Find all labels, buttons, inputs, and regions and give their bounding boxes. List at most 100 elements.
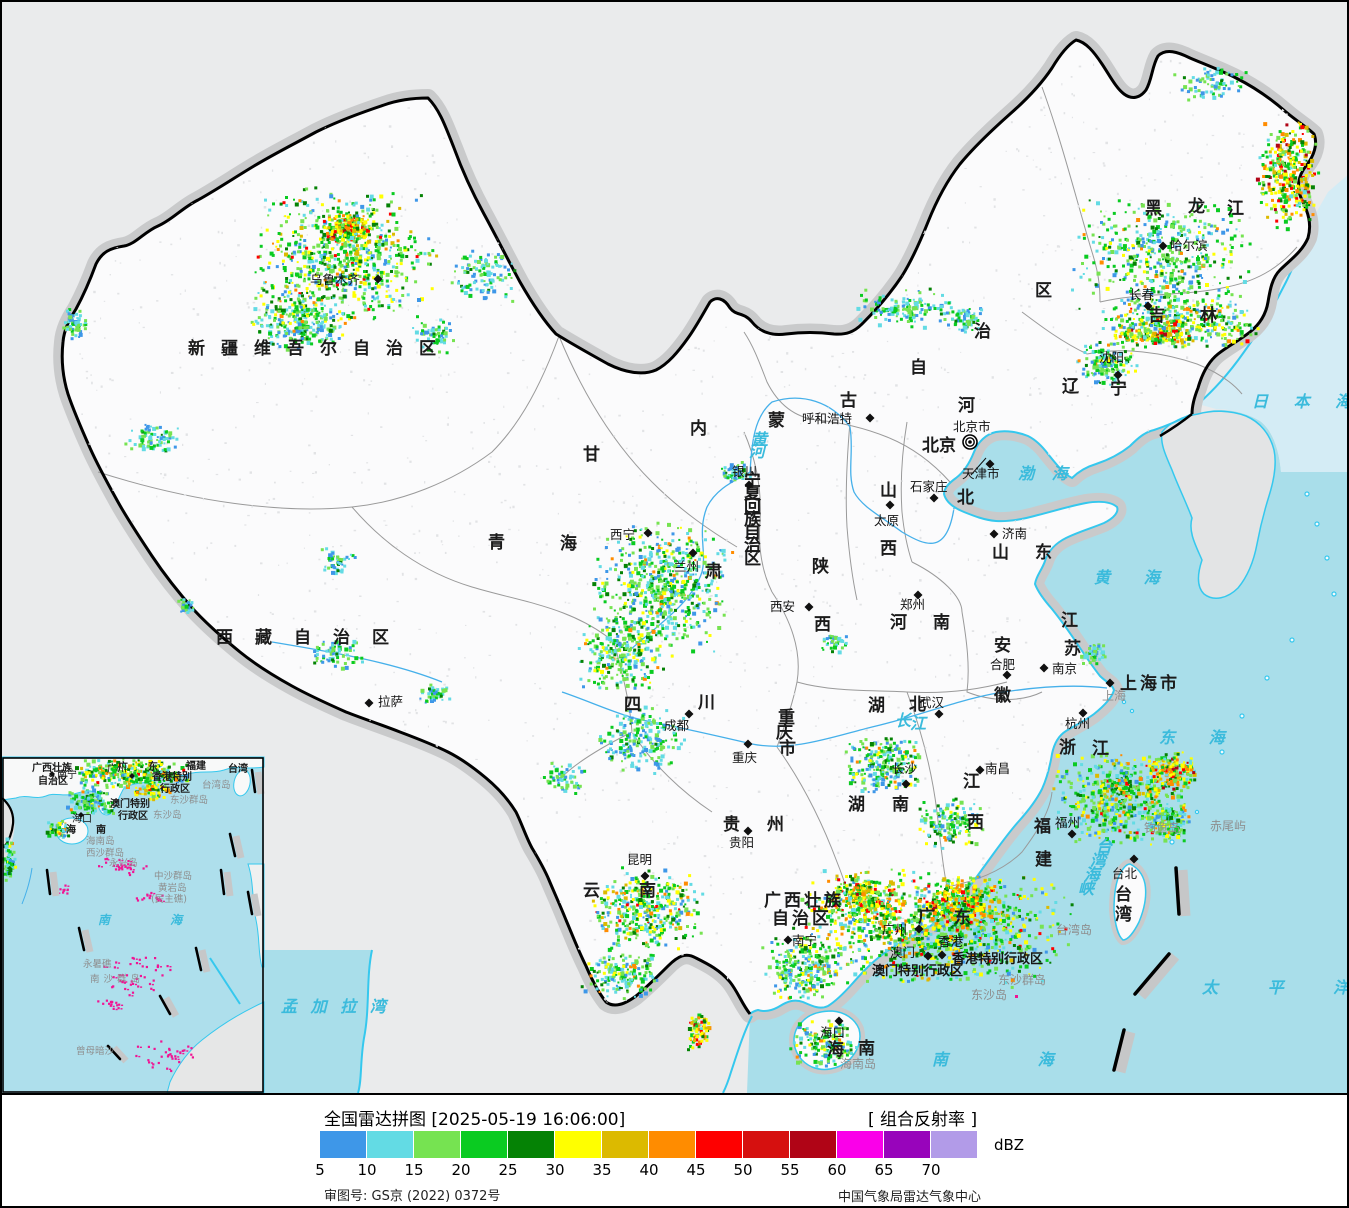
province-label: 甘 bbox=[583, 444, 600, 465]
legend-tick: 30 bbox=[545, 1161, 565, 1179]
province-label: 黑 bbox=[1145, 199, 1162, 219]
city-label: 拉萨 bbox=[378, 694, 403, 709]
legend-color-cell bbox=[367, 1131, 414, 1158]
province-label: 自 bbox=[744, 522, 761, 543]
province-label: 自治区 bbox=[772, 908, 832, 929]
province-label: 藏 bbox=[255, 628, 272, 648]
province-label: 山 bbox=[992, 543, 1009, 563]
island-label: 东沙群岛 bbox=[998, 972, 1046, 987]
province-label: 上海市 bbox=[1120, 673, 1180, 694]
province-label: 东 bbox=[1035, 542, 1052, 563]
city-label: 天津市 bbox=[962, 466, 1000, 481]
inset-city-label: 海口 bbox=[72, 812, 92, 825]
city-label: 太原 bbox=[874, 513, 899, 528]
province-label: 州 bbox=[766, 815, 784, 835]
province-label: 徽 bbox=[993, 685, 1012, 706]
province-label: 南 bbox=[858, 1038, 875, 1059]
map-title: 全国雷达拼图 [2025-05-19 16:06:00] bbox=[324, 1110, 626, 1130]
inset-island-label: 海南岛 bbox=[86, 835, 115, 847]
radar-echoes bbox=[62, 66, 1321, 1068]
province-label: 新 bbox=[188, 338, 205, 359]
province-label: 区 bbox=[419, 339, 436, 359]
sea-east-south bbox=[747, 409, 1347, 1093]
inset-province-label: 南 bbox=[96, 823, 106, 836]
tianjin-leader-line bbox=[970, 457, 987, 476]
legend-tick: 35 bbox=[592, 1161, 612, 1179]
province-label: 尔 bbox=[320, 338, 337, 359]
province-label: 东 bbox=[954, 907, 971, 928]
inset-taiwan bbox=[233, 769, 251, 797]
legend-tick: 25 bbox=[498, 1161, 518, 1179]
legend-color-cell bbox=[508, 1131, 555, 1158]
city-label: 台北 bbox=[1112, 866, 1138, 881]
province-label: 安 bbox=[994, 635, 1011, 656]
city-label: 昆明 bbox=[627, 852, 652, 867]
sea-label: 渤 海 bbox=[1018, 464, 1074, 483]
city-label: 西宁 bbox=[610, 527, 635, 542]
city-label: 贵阳 bbox=[729, 835, 754, 850]
province-label: 辽 bbox=[1062, 377, 1080, 397]
province-boundaries bbox=[97, 86, 1298, 923]
inset-vietnam-land bbox=[2, 800, 15, 868]
legend-tick: 15 bbox=[404, 1161, 424, 1179]
province-label: 西 bbox=[880, 539, 897, 559]
legend-tick: 55 bbox=[780, 1161, 800, 1179]
province-label: 山 bbox=[880, 481, 897, 501]
province-label: 治 bbox=[744, 535, 761, 556]
korea-land bbox=[1160, 410, 1276, 600]
province-label: 四 bbox=[624, 695, 641, 715]
province-label: 北 bbox=[957, 488, 974, 508]
island-label: 上海 bbox=[1102, 688, 1126, 703]
dbz-color-bar bbox=[320, 1131, 978, 1158]
legend-color-cell bbox=[790, 1131, 837, 1158]
sea-label: 江 bbox=[910, 714, 928, 733]
inset-island-label: 南沙群岛 bbox=[90, 973, 144, 985]
inset-sea-label: 南 海 bbox=[98, 913, 210, 927]
inset-city-label: 广州 bbox=[107, 763, 127, 775]
province-label: 青 bbox=[488, 532, 505, 553]
city-label: 石家庄 bbox=[910, 479, 948, 494]
city-label: 澳门 bbox=[890, 945, 915, 960]
dbz-unit-label: dBZ bbox=[994, 1136, 1025, 1154]
sea-label: 峡 bbox=[1078, 879, 1097, 898]
province-label: 市 bbox=[779, 738, 796, 759]
province-label: 川 bbox=[697, 693, 715, 713]
province-label: 南 bbox=[933, 612, 950, 633]
inset-island-label: 永暑礁 bbox=[83, 958, 112, 970]
province-label: 南 bbox=[639, 880, 656, 901]
city-label: 西安 bbox=[770, 599, 795, 614]
island-label: 钓鱼岛 bbox=[1144, 820, 1180, 835]
inset-province-label: 广 bbox=[118, 760, 128, 773]
inset-palawan bbox=[209, 957, 241, 1005]
province-label: 维 bbox=[254, 338, 271, 359]
inset-province-label: 福建 bbox=[185, 759, 207, 772]
legend-tick: 70 bbox=[921, 1161, 941, 1179]
province-label: 古 bbox=[840, 390, 857, 411]
province-label: 区 bbox=[1035, 281, 1052, 301]
province-label: 广 bbox=[918, 906, 935, 927]
sar-label: 香港特别行政区 bbox=[951, 951, 1043, 967]
province-label: 重 bbox=[778, 707, 795, 728]
province-label: 治 bbox=[333, 627, 350, 648]
map-approval-number: 审图号: GS京 (2022) 0372号 bbox=[324, 1189, 501, 1204]
province-label: 治 bbox=[974, 321, 991, 342]
inset-island-label: 台湾岛 bbox=[202, 779, 231, 791]
legend-panel: 全国雷达拼图 [2025-05-19 16:06:00] [ 组合反射率 ] d… bbox=[2, 1093, 1347, 1206]
city-label: 北京市 bbox=[953, 419, 991, 434]
city-label: 杭州 bbox=[1065, 716, 1090, 731]
province-label: 区 bbox=[372, 628, 389, 648]
city-label: 成都 bbox=[664, 718, 690, 733]
legend-color-cell bbox=[743, 1131, 790, 1158]
inset-island-label: 东沙岛 bbox=[153, 809, 182, 821]
city-label: 海口 bbox=[820, 1025, 845, 1040]
province-label: 江 bbox=[963, 772, 980, 792]
nine-dash-line-segments bbox=[1112, 866, 1191, 1074]
inset-province-label: 海 bbox=[66, 823, 76, 836]
myanmar-coastline bbox=[357, 949, 373, 1093]
city-label: 合肥 bbox=[990, 657, 1016, 672]
city-label: 郑州 bbox=[900, 597, 925, 612]
city-label: 呼和浩特 bbox=[802, 411, 852, 426]
yalu-border bbox=[1159, 413, 1193, 438]
